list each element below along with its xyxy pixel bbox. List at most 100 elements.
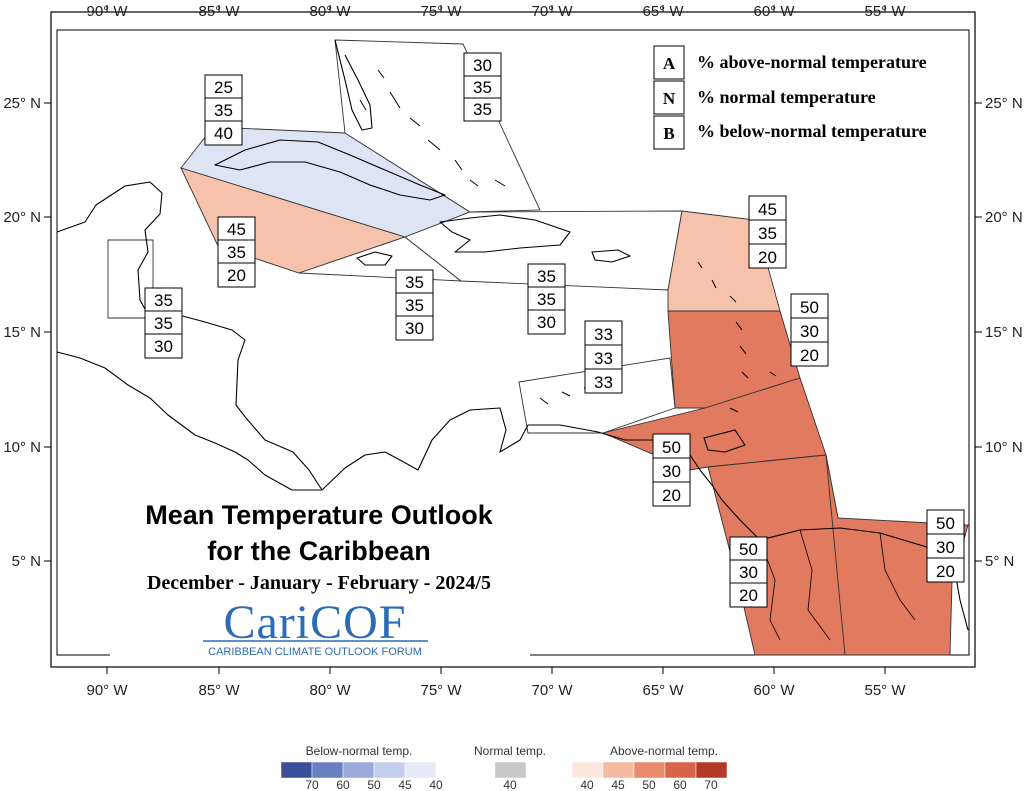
legend-text-normal: % normal temperature bbox=[697, 87, 876, 107]
box-value: 50 bbox=[800, 298, 819, 317]
colorbar-above-swatches bbox=[571, 761, 728, 779]
lon-label: 60° W bbox=[753, 682, 795, 699]
box-value: 30 bbox=[405, 319, 424, 338]
colorbar-below-swatch bbox=[280, 761, 313, 779]
colorbar-above-swatch bbox=[695, 761, 728, 779]
box-value: 33 bbox=[594, 373, 613, 392]
colorbar-tick: 70 bbox=[305, 778, 319, 791]
lon-label: 75° W bbox=[420, 682, 462, 699]
lon-label: 55° W bbox=[864, 3, 906, 20]
box-value: 20 bbox=[800, 346, 819, 365]
colorbar: Below-normal temp. Normal temp. Above-no… bbox=[280, 744, 728, 791]
region-bahamas bbox=[334, 39, 541, 213]
box-value: 30 bbox=[662, 462, 681, 481]
coast-puerto-rico bbox=[591, 249, 631, 263]
box-value: 35 bbox=[227, 243, 246, 262]
lon-label: 70° W bbox=[531, 682, 573, 699]
coast-jamaica bbox=[356, 251, 393, 266]
probability-legend: A N B % above-normal temperature % norma… bbox=[653, 45, 927, 150]
coast-central-america bbox=[56, 181, 323, 491]
forecast-box-jamaica: 35 35 30 bbox=[395, 269, 434, 341]
box-value: 35 bbox=[473, 100, 492, 119]
lon-label: 55° W bbox=[864, 682, 906, 699]
lat-label: 25° N bbox=[985, 95, 1023, 112]
title-background bbox=[110, 493, 530, 658]
lon-label: 85° W bbox=[198, 682, 240, 699]
lat-label: 20° N bbox=[3, 209, 41, 226]
box-value: 30 bbox=[473, 56, 492, 75]
colorbar-above-swatch bbox=[633, 761, 666, 779]
box-value: 50 bbox=[739, 540, 758, 559]
box-value: 30 bbox=[154, 337, 173, 356]
lon-tick-marks bbox=[44, 5, 982, 674]
box-value: 20 bbox=[227, 266, 246, 285]
box-value: 20 bbox=[758, 248, 777, 267]
legend-letter-n: N bbox=[663, 89, 676, 108]
map-title-line1: Mean Temperature Outlook bbox=[145, 500, 494, 530]
coast-florida bbox=[334, 39, 373, 131]
box-value: 20 bbox=[739, 586, 758, 605]
caricof-logo: CariCOF bbox=[223, 596, 406, 649]
box-value: 50 bbox=[662, 438, 681, 457]
map-title-line2: for the Caribbean bbox=[207, 536, 431, 566]
colorbar-above-swatch bbox=[571, 761, 604, 779]
forecast-box-suriname: 50 30 20 bbox=[926, 509, 965, 583]
lon-label: 65° W bbox=[642, 3, 684, 20]
coast-trinidad bbox=[703, 429, 746, 453]
colorbar-below-swatches bbox=[280, 761, 437, 779]
lon-label: 70° W bbox=[531, 3, 573, 20]
colorbar-tick: 40 bbox=[580, 778, 594, 791]
caricof-logo-subtext: CARIBBEAN CLIMATE OUTLOOK FORUM bbox=[208, 646, 422, 658]
legend-letter-box bbox=[653, 115, 685, 150]
forecast-box-leewards: 45 35 20 bbox=[748, 195, 787, 269]
forecast-box-hispaniola: 35 35 30 bbox=[527, 263, 566, 335]
box-value: 35 bbox=[154, 314, 173, 333]
box-value: 35 bbox=[405, 296, 424, 315]
box-value: 30 bbox=[936, 538, 955, 557]
lon-label: 85° W bbox=[198, 3, 240, 20]
lat-label: 15° N bbox=[985, 324, 1023, 341]
coast-hispaniola bbox=[439, 214, 571, 253]
box-value: 33 bbox=[594, 325, 613, 344]
legend-letter-b: B bbox=[663, 124, 674, 143]
colorbar-tick: 60 bbox=[673, 778, 687, 791]
legend-text-above: % above-normal temperature bbox=[697, 52, 927, 72]
lon-labels-bottom: 90° W 85° W 80° W 75° W 70° W 65° W 60° … bbox=[86, 682, 906, 699]
forecast-boxes: 30 35 35 25 35 40 45 35 20 35 35 30 bbox=[144, 52, 965, 608]
lat-label: 5° N bbox=[12, 553, 41, 570]
forecast-box-windwards: 50 30 20 bbox=[790, 293, 829, 367]
map-period: December - January - February - 2024/5 bbox=[147, 572, 491, 594]
legend-letter-box bbox=[653, 80, 685, 115]
box-value: 35 bbox=[214, 101, 233, 120]
box-value: 35 bbox=[758, 224, 777, 243]
legend-letter-a: A bbox=[663, 54, 676, 73]
box-value: 25 bbox=[214, 78, 233, 97]
colorbar-tick: 40 bbox=[503, 778, 517, 791]
lon-label: 65° W bbox=[642, 682, 684, 699]
lon-labels-top: 90° W 85° W 80° W 75° W 70° W 65° W 60° … bbox=[86, 3, 906, 20]
box-value: 30 bbox=[739, 563, 758, 582]
lon-label: 75° W bbox=[420, 3, 462, 20]
colorbar-above-swatch bbox=[664, 761, 697, 779]
colorbar-below-label: Below-normal temp. bbox=[306, 744, 413, 758]
coast-south-america bbox=[321, 407, 969, 631]
lat-label: 25° N bbox=[3, 95, 41, 112]
colorbar-tick: 40 bbox=[429, 778, 443, 791]
forecast-box-trinidad: 50 30 20 bbox=[652, 433, 691, 507]
box-value: 35 bbox=[405, 273, 424, 292]
forecast-box-cayman: 45 35 20 bbox=[217, 216, 256, 288]
box-value: 30 bbox=[800, 322, 819, 341]
legend-letter-box bbox=[653, 45, 685, 80]
lon-label: 60° W bbox=[753, 3, 795, 20]
colorbar-below-swatch bbox=[311, 761, 344, 779]
box-value: 50 bbox=[936, 514, 955, 533]
box-value: 35 bbox=[537, 290, 556, 309]
box-value: 20 bbox=[662, 486, 681, 505]
lat-labels-right: 25° N 20° N 15° N 10° N 5° N bbox=[985, 95, 1023, 570]
bahamas-islands bbox=[359, 69, 506, 187]
colorbar-tick: 70 bbox=[704, 778, 718, 791]
lat-label: 5° N bbox=[985, 553, 1014, 570]
colorbar-tick: 45 bbox=[611, 778, 625, 791]
box-value: 40 bbox=[214, 124, 233, 143]
